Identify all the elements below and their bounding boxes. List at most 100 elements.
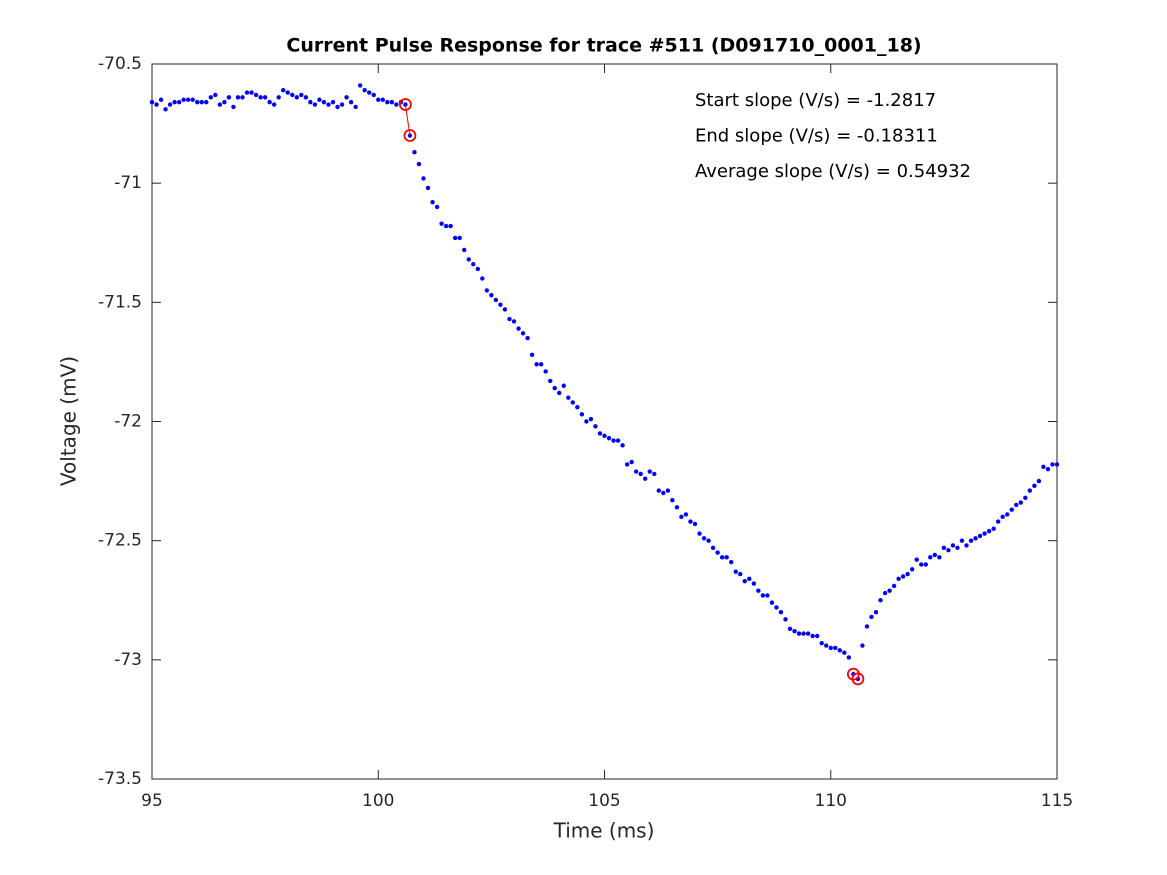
point: [593, 424, 598, 429]
point: [1041, 464, 1046, 469]
point: [385, 99, 390, 105]
point: [937, 555, 942, 560]
point: [529, 352, 535, 357]
y-tick-label: -73.5: [98, 769, 142, 789]
point: [317, 97, 322, 102]
y-tick-label: -72.5: [98, 531, 142, 551]
point: [747, 576, 752, 581]
point: [968, 538, 974, 543]
point: [1036, 478, 1042, 484]
point: [941, 545, 947, 551]
point: [231, 104, 236, 110]
point: [217, 102, 223, 107]
point: [647, 469, 652, 474]
chart-title: Current Pulse Response for trace #511 (D…: [286, 35, 921, 57]
point: [760, 593, 766, 598]
marker-circle: [403, 129, 417, 142]
annotation: Start slope (V/s) = -1.2817: [695, 90, 936, 111]
point: [887, 588, 892, 593]
point: [959, 538, 965, 543]
point: [357, 83, 363, 88]
point: [430, 200, 435, 205]
point: [195, 99, 200, 105]
point: [186, 97, 191, 102]
point: [982, 531, 987, 536]
point: [665, 488, 671, 493]
point: [801, 631, 806, 636]
point: [683, 512, 689, 517]
point: [864, 624, 870, 629]
point: [412, 149, 417, 155]
point: [362, 88, 367, 93]
point: [878, 598, 883, 603]
point: [285, 90, 290, 95]
point: [249, 90, 254, 95]
point: [502, 307, 508, 312]
point: [525, 335, 530, 341]
point: [656, 488, 661, 493]
point: [575, 405, 580, 410]
point: [276, 95, 281, 100]
point: [1014, 502, 1019, 508]
point: [244, 90, 250, 95]
point: [973, 536, 978, 541]
point: [480, 276, 485, 281]
point: [154, 102, 159, 107]
point: [443, 223, 449, 229]
point: [371, 92, 376, 98]
point: [222, 99, 227, 105]
y-axis-label: Voltage (mV): [57, 356, 81, 486]
point: [561, 383, 566, 388]
point: [557, 390, 562, 396]
point: [910, 567, 915, 572]
point: [828, 645, 833, 651]
x-tick-label: 115: [1041, 791, 1073, 811]
x-tick-label: 95: [141, 791, 163, 811]
x-tick-label: 100: [362, 791, 394, 811]
point: [376, 97, 381, 102]
point: [199, 99, 204, 105]
point: [643, 476, 648, 481]
point: [353, 104, 358, 110]
marker-circle: [851, 672, 865, 686]
point: [905, 571, 910, 577]
point: [1009, 507, 1014, 512]
point: [733, 569, 738, 574]
point: [756, 588, 761, 593]
point: [597, 431, 603, 436]
point: [796, 631, 802, 636]
point: [235, 95, 241, 100]
point: [715, 550, 720, 555]
x-tick-label: 105: [588, 791, 620, 811]
point: [724, 555, 729, 560]
point: [507, 316, 512, 322]
point: [466, 257, 471, 262]
y-tick-label: -71.5: [98, 292, 142, 312]
point: [439, 221, 444, 226]
point: [493, 297, 499, 303]
point: [638, 471, 643, 477]
point: [778, 609, 784, 615]
point: [462, 247, 467, 253]
point: [208, 95, 214, 100]
point: [697, 531, 702, 536]
point: [670, 497, 675, 503]
point: [900, 574, 906, 579]
point: [751, 581, 757, 586]
point: [896, 576, 901, 581]
point: [692, 521, 698, 527]
point: [262, 95, 268, 100]
point: [457, 235, 462, 241]
point: [615, 438, 621, 443]
point: [923, 562, 928, 567]
point: [932, 552, 938, 558]
point: [624, 462, 630, 467]
point: [1054, 462, 1060, 467]
y-tick-label: -71: [114, 173, 142, 193]
point: [1050, 462, 1055, 467]
y-tick-label: -72: [114, 412, 142, 432]
point: [1032, 483, 1037, 489]
point: [719, 555, 725, 560]
point: [805, 631, 811, 636]
